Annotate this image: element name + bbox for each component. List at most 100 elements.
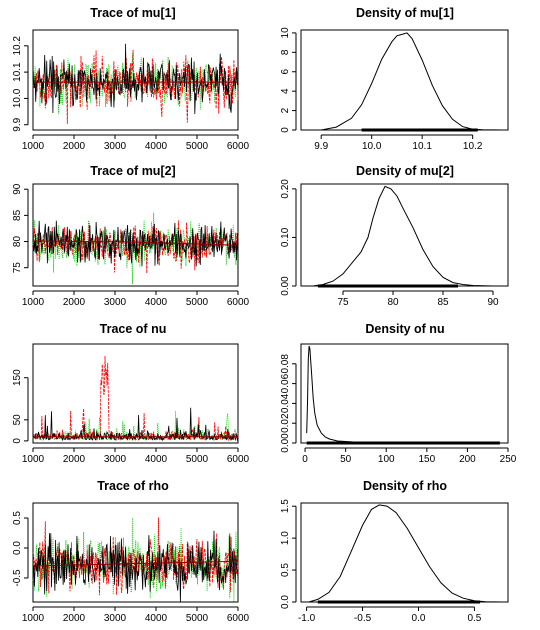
plot-data [301,32,508,132]
y-tick-label: -0.5 [12,569,23,587]
y-tick-label: 10.0 [12,88,23,108]
x-tick-label: 2000 [63,141,86,152]
plot-frame [32,183,239,287]
y-tick-label: 6 [280,69,291,75]
trace-chain-1 [32,407,239,442]
x-tick-label: 4000 [145,454,168,465]
y-tick-label: 80 [12,236,23,248]
y-tick-label: 75 [12,262,23,274]
x-tick-label: 6000 [227,297,250,308]
x-tick-label: 150 [418,454,435,465]
plot-frame [300,29,509,131]
panel-5: Density of nu 0 50 100 150 200 250 0.000.020.04… [280,322,517,465]
panel-title: Density of mu[1] [356,6,454,20]
trace-chain-1 [32,43,239,115]
y-tick-label: 10 [280,27,291,39]
x-axis: -1.0 -0.5 0.0 0.5 [298,606,482,624]
y-axis: 0.000.020.040.060.08 [280,354,297,453]
y-tick-label: 0.06 [280,373,291,393]
x-tick-label: 1000 [22,297,45,308]
x-tick-label: 2000 [63,297,86,308]
panel-title: Trace of mu[1] [90,6,175,20]
y-tick-label: 0.02 [280,413,291,433]
y-axis: 0.00 0.10 0.20 [280,179,297,296]
y-tick-label: 4 [280,88,291,94]
x-tick-label: 9.9 [314,141,328,152]
y-tick-label: 0.00 [280,433,291,453]
plot-data [301,504,508,604]
y-tick-label: 0.5 [12,511,23,525]
plot-data [32,355,239,442]
density-curve [308,504,503,603]
x-tick-label: 3000 [104,454,127,465]
y-tick-label: 90 [12,183,23,195]
x-tick-label: 2000 [63,613,86,624]
y-tick-label: 150 [12,369,23,386]
x-tick-label: 200 [459,454,476,465]
x-tick-label: 5000 [186,454,209,465]
x-tick-label: 0 [302,454,308,465]
y-tick-label: 0.5 [280,563,291,577]
x-axis: 1000 2000 3000 4000 5000 6000 [22,447,250,465]
x-axis: 1000 2000 3000 4000 5000 6000 [22,606,250,624]
y-tick-label: 0 [280,127,291,133]
y-tick-label: 50 [12,414,23,426]
plot-frame [300,183,509,287]
panel-title: Density of rho [363,479,447,493]
panel-title: Density of nu [365,322,444,336]
plot-frame [300,343,509,444]
plot-data [32,43,239,124]
y-tick-label: 0.00 [280,276,291,296]
x-tick-label: 10.0 [362,141,382,152]
y-axis: -0.5 0.0 0.5 [12,511,29,587]
panel-0: Trace of mu[1] 1000 2000 3000 4000 5000 6000 9.… [12,6,250,152]
panel-title: Trace of nu [100,322,167,336]
x-tick-label: 3000 [104,613,127,624]
plot-data [301,345,508,445]
x-tick-label: 5000 [186,613,209,624]
y-tick-label: 8 [280,49,291,55]
plot-frame [32,502,239,603]
trace-chain-1 [32,220,239,267]
panel-2: Trace of mu[2] 1000 2000 3000 4000 5000 6000 75… [12,164,250,308]
plot-frame [32,343,239,444]
x-tick-label: 10.1 [412,141,432,152]
trace-smooth-line [32,560,239,567]
y-tick-label: 0.04 [280,393,291,413]
x-tick-label: 100 [378,454,395,465]
x-tick-label: 6000 [227,454,250,465]
y-tick-label: 10.1 [12,62,23,82]
plot-data [32,212,239,285]
x-tick-label: 6000 [227,613,250,624]
x-tick-label: 4000 [145,613,168,624]
x-tick-label: 6000 [227,141,250,152]
x-tick-label: 3000 [104,297,127,308]
trace-chain-2 [32,355,239,442]
panel-title: Trace of mu[2] [90,164,175,178]
y-tick-label: 0 [12,438,23,444]
x-tick-label: 4000 [145,141,168,152]
y-tick-label: 2 [280,107,291,113]
y-tick-label: 0.10 [280,227,291,247]
trace-smooth-line [32,240,239,246]
y-tick-label: 9.9 [12,117,23,131]
panel-4: Trace of nu 1000 2000 3000 4000 5000 6000 0 50 15… [12,322,250,465]
y-axis: 0 2 4 6 8 10 [280,27,297,133]
plot-data [301,185,508,288]
x-tick-label: 3000 [104,141,127,152]
x-tick-label: 250 [500,454,517,465]
y-axis: 75 80 85 90 [12,183,29,274]
x-tick-label: 5000 [186,141,209,152]
x-tick-label: 10.2 [463,141,483,152]
x-tick-label: 5000 [186,297,209,308]
x-tick-label: 1000 [22,454,45,465]
x-tick-label: 1000 [22,613,45,624]
panel-title: Density of mu[2] [356,164,454,178]
panel-3: Density of mu[2] 75 80 85 90 0.00 0.10 0.20 [280,164,509,308]
y-tick-label: 0.0 [280,595,291,609]
x-tick-label: 0.5 [467,613,481,624]
x-tick-label: -1.0 [298,613,316,624]
x-tick-label: 2000 [63,454,86,465]
x-tick-label: 75 [337,297,349,308]
